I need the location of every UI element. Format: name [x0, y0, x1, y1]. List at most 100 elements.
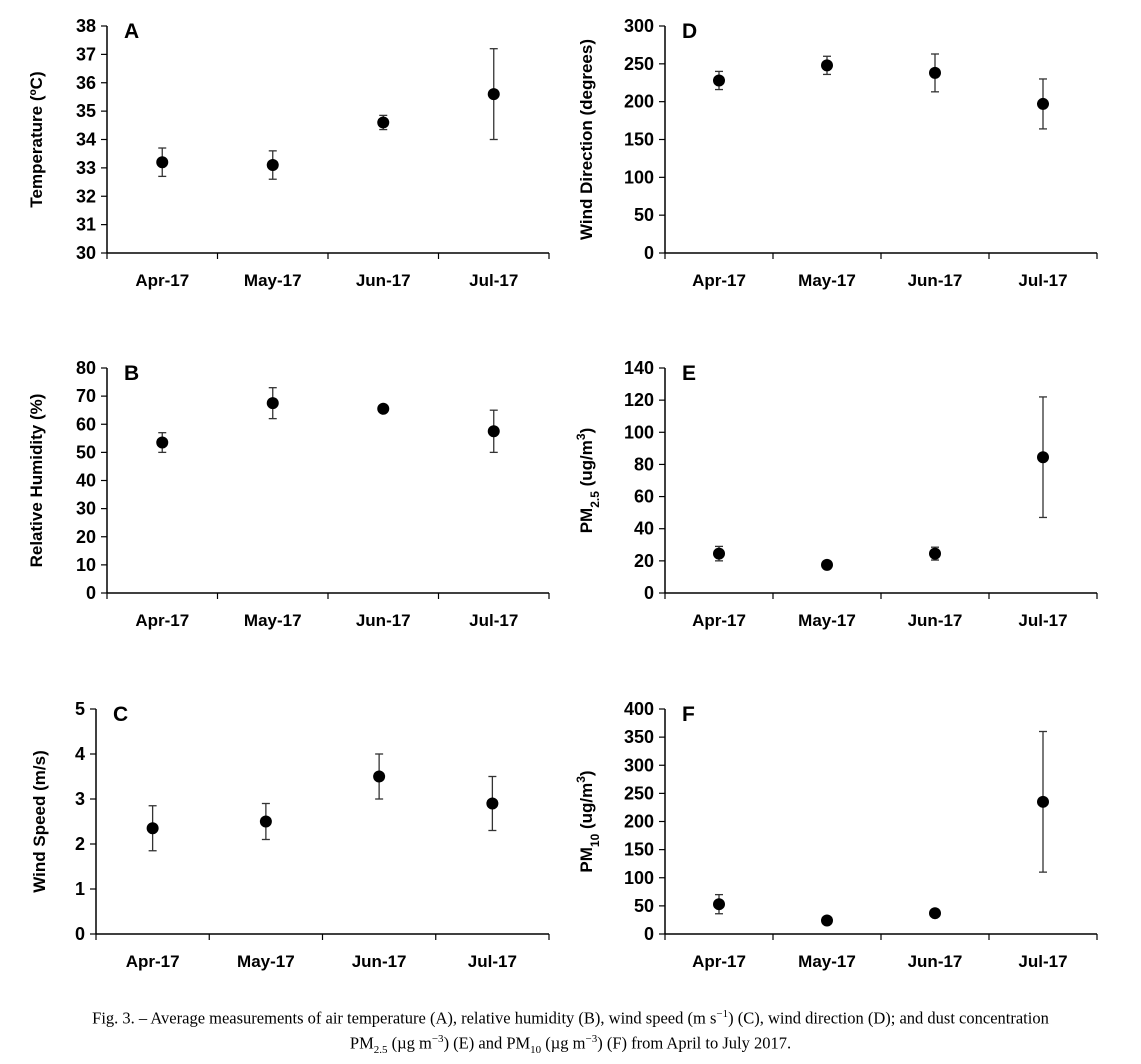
- y-tick-label: 150: [624, 130, 654, 150]
- caption-line1-sup: −1: [716, 1008, 729, 1020]
- y-tick-label: 300: [624, 755, 654, 775]
- y-tick-label: 36: [76, 73, 96, 93]
- x-tick-label: Apr-17: [692, 271, 746, 290]
- data-point: [373, 770, 386, 783]
- panel-letter: F: [682, 703, 695, 726]
- x-tick-label: Jun-17: [356, 271, 411, 290]
- data-point: [156, 436, 169, 449]
- y-tick-label: 1: [75, 879, 85, 899]
- data-point: [266, 397, 279, 410]
- y-tick-label: 140: [624, 358, 654, 378]
- caption-line2-end: ) (F) from April to July 2017.: [597, 1033, 792, 1052]
- y-tick-label: 30: [76, 499, 96, 519]
- panel-f: 0 50 100 150 200 250 300 350 400 Apr-17 May-17 Jun-…: [574, 699, 1098, 971]
- data-point: [821, 59, 833, 72]
- data-point: [713, 898, 725, 911]
- x-tick-label: Jun-17: [908, 952, 963, 971]
- y-tick-label: 0: [644, 243, 654, 263]
- data-point: [377, 402, 390, 415]
- x-tick-label: Jun-17: [356, 611, 411, 630]
- y-tick-label: 4: [75, 744, 85, 764]
- caption-line1-end: ) (C), wind direction (D); and dust conc…: [728, 1008, 1049, 1028]
- y-tick-label: 5: [75, 699, 85, 719]
- y-tick-label: 100: [624, 868, 654, 888]
- y-axis-label: PM10 (ug/m3): [574, 770, 602, 872]
- y-tick-label: 33: [76, 158, 96, 178]
- caption-line1-text: Fig. 3. – Average measurements of air te…: [92, 1008, 717, 1028]
- panel-letter: B: [124, 362, 139, 385]
- y-axis-label: Wind Direction (degrees): [577, 39, 596, 240]
- panel-e: 0 20 40 60 80 100 120 140 Apr-17 May-17 Jun-17 Jul-…: [574, 358, 1098, 630]
- y-tick-label: 200: [624, 812, 654, 832]
- data-point: [1037, 97, 1049, 110]
- y-axis-label: Wind Speed (m/s): [30, 750, 49, 892]
- x-tick-label: Jul-17: [1018, 271, 1067, 290]
- x-tick-label: Jun-17: [352, 952, 407, 971]
- figure-caption: Fig. 3. – Average measurements of air te…: [0, 1004, 1141, 1059]
- y-tick-label: 50: [634, 896, 654, 916]
- y-tick-label: 80: [76, 358, 96, 378]
- data-point: [713, 74, 725, 87]
- y-tick-label: 120: [624, 390, 654, 410]
- data-point: [821, 914, 833, 927]
- data-point: [146, 822, 159, 835]
- y-tick-label: 38: [76, 16, 96, 36]
- x-tick-label: Jun-17: [908, 271, 963, 290]
- y-tick-label: 40: [76, 471, 96, 491]
- data-point: [713, 547, 725, 560]
- y-tick-label: 0: [644, 583, 654, 603]
- y-axis-label: Temperature (ºC): [27, 71, 46, 207]
- caption-line-1: Fig. 3. – Average measurements of air te…: [0, 1004, 1141, 1029]
- y-tick-label: 250: [624, 783, 654, 803]
- data-point: [929, 547, 941, 560]
- y-tick-label: 0: [644, 924, 654, 944]
- y-tick-label: 100: [624, 422, 654, 442]
- data-point: [1037, 795, 1049, 808]
- data-point: [821, 558, 833, 571]
- x-tick-label: Apr-17: [135, 271, 189, 290]
- y-tick-label: 35: [76, 101, 96, 121]
- caption-pm10-sup: −3: [585, 1032, 598, 1045]
- x-tick-label: Apr-17: [692, 611, 746, 630]
- y-tick-label: 200: [624, 92, 654, 112]
- panel-letter: E: [682, 362, 696, 385]
- y-tick-label: 0: [75, 924, 85, 944]
- y-tick-label: 31: [76, 215, 96, 235]
- x-tick-label: May-17: [244, 271, 302, 290]
- caption-pm10-unit: (µg m: [541, 1033, 586, 1052]
- x-tick-label: May-17: [798, 952, 856, 971]
- panel-b: 0 10 20 30 40 50 60 70 80 Apr-17 May-17 Jun-17 Jul-1…: [27, 358, 550, 630]
- caption-pm25-sub: 2.5: [373, 1043, 388, 1056]
- x-tick-label: Apr-17: [135, 611, 189, 630]
- caption-pm25-end: ) (E) and PM: [443, 1033, 531, 1052]
- y-tick-label: 50: [634, 205, 654, 225]
- x-tick-label: Jul-17: [468, 952, 517, 971]
- y-tick-label: 80: [634, 454, 654, 474]
- y-tick-label: 70: [76, 386, 96, 406]
- y-tick-label: 3: [75, 789, 85, 809]
- caption-pm25-sup: −3: [431, 1032, 444, 1045]
- x-tick-label: Jul-17: [1018, 952, 1067, 971]
- data-point: [929, 66, 941, 79]
- x-tick-label: Apr-17: [692, 952, 746, 971]
- panel-letter: A: [124, 20, 139, 43]
- y-tick-label: 60: [76, 414, 96, 434]
- x-tick-label: Jun-17: [908, 611, 963, 630]
- panel-letter: D: [682, 20, 697, 43]
- y-tick-label: 0: [86, 583, 96, 603]
- data-point: [1037, 451, 1049, 464]
- y-tick-label: 350: [624, 727, 654, 747]
- panel-c: 0 1 2 3 4 5 Apr-17 May-17 Jun-17 Jul-17 C Wind Spee…: [30, 699, 550, 971]
- y-tick-label: 30: [76, 243, 96, 263]
- data-point: [259, 815, 272, 828]
- y-axis-label: Relative Humidity (%): [27, 394, 46, 568]
- y-tick-label: 2: [75, 834, 85, 854]
- data-point: [266, 159, 279, 172]
- y-tick-label: 32: [76, 186, 96, 206]
- y-tick-label: 400: [624, 699, 654, 719]
- y-tick-label: 20: [634, 551, 654, 571]
- caption-pm25-prefix: PM: [349, 1033, 374, 1052]
- panel-d: 0 50 100 150 200 250 300 Apr-17 May-17 Jun-17 Jul-…: [577, 16, 1098, 290]
- data-point: [487, 88, 500, 101]
